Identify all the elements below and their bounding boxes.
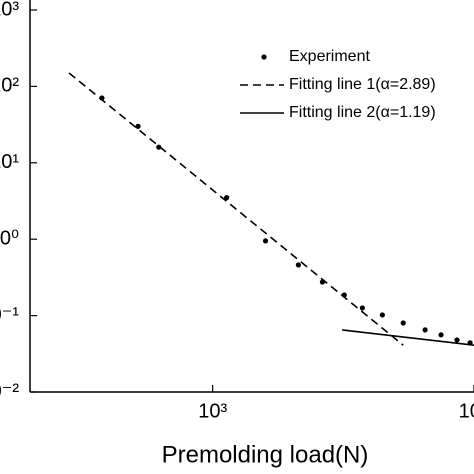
y-tick-label: 10⁻²: [0, 380, 19, 402]
data-point: [135, 123, 141, 129]
y-tick-label: 10⁰: [0, 227, 19, 249]
legend-label: Fitting line 2(α=1.19): [289, 104, 436, 121]
fit-line: [68, 72, 404, 346]
legend-marker: [261, 54, 267, 60]
x-tick-label: 10⁴: [459, 400, 474, 422]
data-point: [295, 262, 301, 268]
fit-line: [342, 329, 474, 346]
y-tick-label: 10²: [0, 75, 19, 97]
x-tick-label: 10³: [198, 400, 227, 422]
x-axis-label: Premolding load(N): [162, 441, 369, 468]
data-point: [359, 305, 365, 311]
data-point: [224, 195, 230, 201]
data-point: [454, 337, 460, 343]
y-tick-label: 10¹: [0, 151, 19, 173]
data-point: [156, 144, 162, 150]
legend-label: Fitting line 1(α=2.89): [289, 76, 436, 93]
data-point: [400, 320, 406, 326]
data-point: [422, 327, 428, 333]
data-point: [262, 238, 269, 244]
y-tick-label: 10³: [0, 0, 19, 20]
legend-label: Experiment: [289, 48, 370, 65]
data-point: [438, 332, 444, 338]
y-tick-label: 10⁻¹: [0, 304, 19, 326]
data-point: [379, 312, 385, 318]
